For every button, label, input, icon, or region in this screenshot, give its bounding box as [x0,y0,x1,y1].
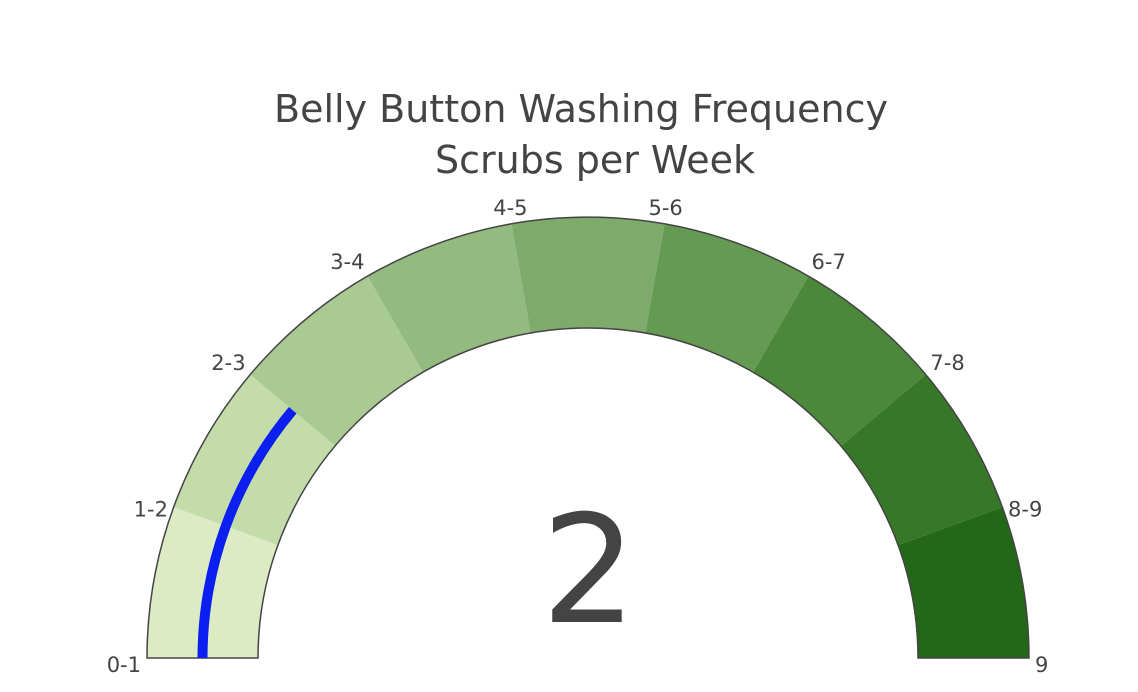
tick-label-7: 7-8 [930,351,964,375]
tick-label-3: 3-4 [330,250,364,274]
chart-title-line-1: Belly Button Washing Frequency [274,87,888,131]
gauge-step-7 [753,276,926,446]
tick-label-2: 2-3 [211,351,245,375]
gauge-value-bar-group [197,406,297,658]
chart-title-line-2: Scrubs per Week [435,138,755,182]
gauge-step-4 [367,223,531,373]
tick-label-1: 1-2 [134,498,168,522]
gauge-tick-labels: 0-1 1-2 2-3 3-4 4-5 5-6 6-7 7-8 8-9 9 [107,196,1049,677]
gauge-step-5 [511,217,665,334]
gauge-outline [146,216,1030,659]
tick-label-0: 0-1 [107,653,141,677]
tick-label-4: 4-5 [493,196,527,220]
gauge-value-number: 2 [541,484,636,658]
gauge-step-9 [898,507,1029,658]
gauge-step-3 [250,276,423,446]
tick-label-5: 5-6 [648,196,682,220]
tick-label-9: 9 [1035,653,1048,677]
gauge-value-bar [197,406,297,658]
tick-label-8: 8-9 [1008,498,1042,522]
gauge-step-6 [645,223,809,373]
tick-label-6: 6-7 [812,250,846,274]
gauge-steps [146,216,1030,659]
gauge-step-8 [840,374,1003,546]
